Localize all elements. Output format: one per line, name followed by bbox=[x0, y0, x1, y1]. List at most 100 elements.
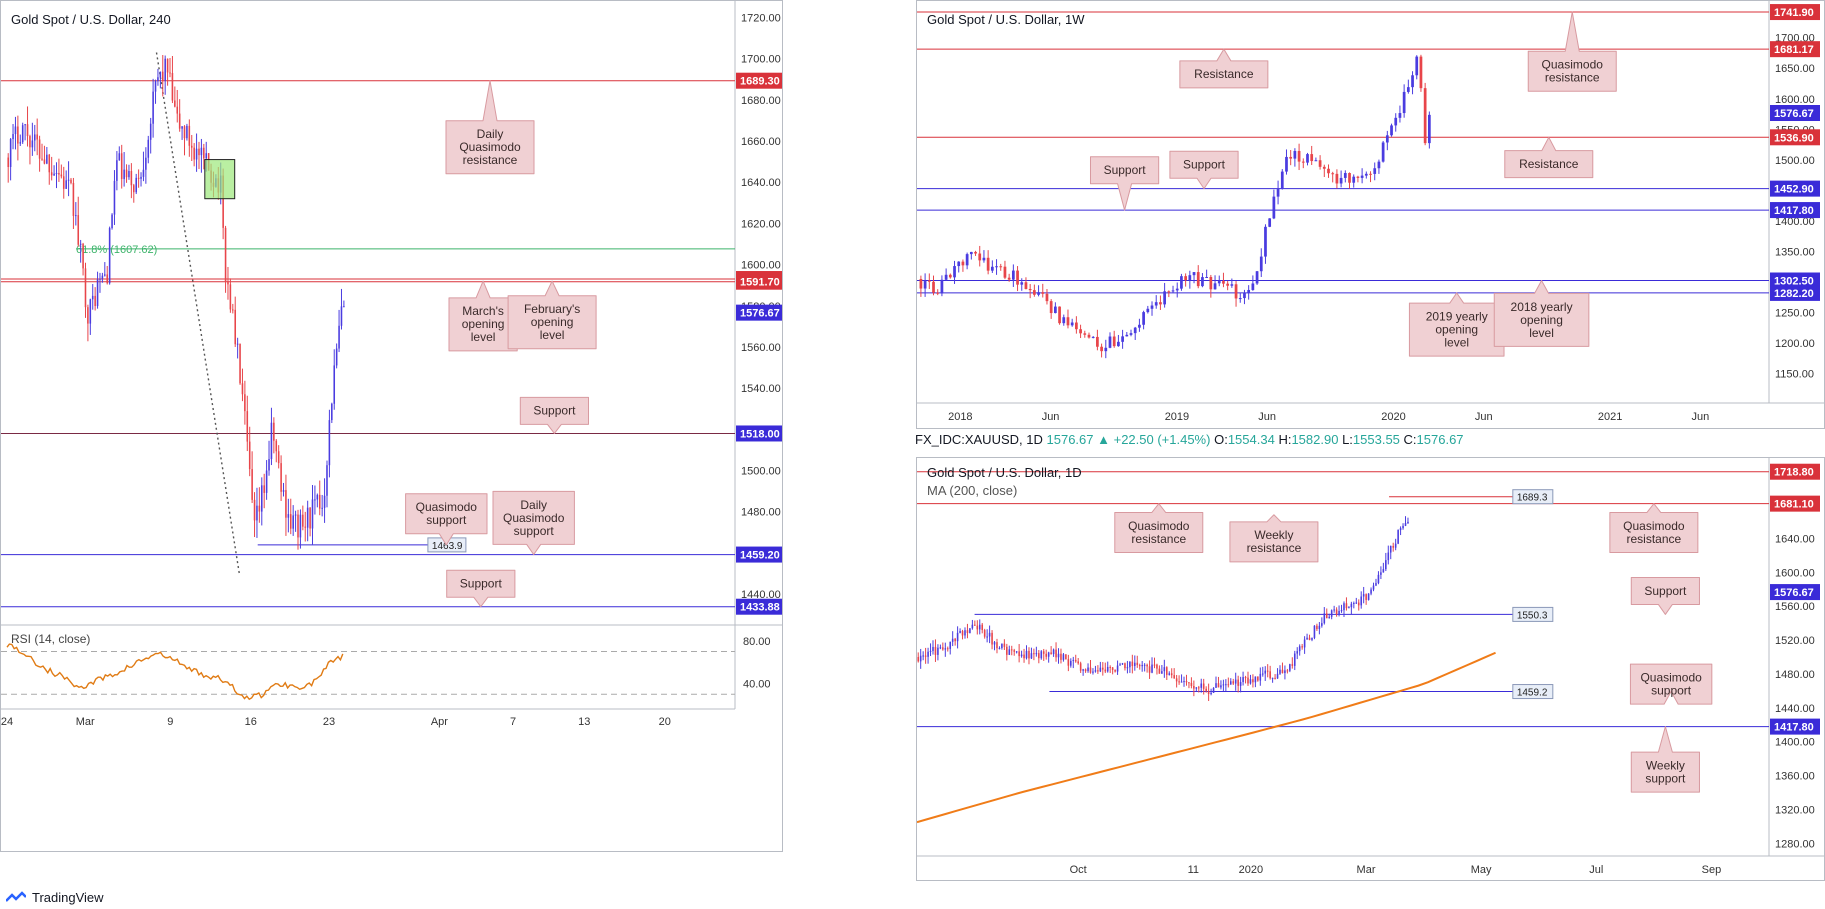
candle-up bbox=[116, 160, 118, 181]
candle-up bbox=[1213, 283, 1217, 290]
candle-up bbox=[1200, 683, 1203, 688]
candle-down bbox=[1033, 653, 1035, 655]
qm-support-tag: 1463.9 bbox=[432, 541, 463, 552]
candle-down bbox=[183, 126, 186, 139]
callout-text: Quasimodo bbox=[459, 140, 521, 154]
candle-down bbox=[190, 145, 193, 148]
candle-up bbox=[1251, 283, 1255, 290]
candle-up bbox=[1313, 625, 1316, 638]
candle-up bbox=[1296, 651, 1299, 654]
chart-canvas-4h[interactable]: 1440.001460.001480.001500.001520.001540.… bbox=[1, 1, 783, 852]
candle-up bbox=[1394, 543, 1397, 548]
candle-up bbox=[331, 403, 333, 421]
chart-panel-daily[interactable]: 1280.00 1320.00 1360.00 1400.00 1440.00 1480.… bbox=[916, 457, 1825, 881]
candle-up bbox=[270, 422, 273, 460]
candle-up bbox=[1387, 552, 1390, 561]
callout-text: Resistance bbox=[1519, 157, 1579, 171]
candle-down bbox=[1281, 669, 1284, 674]
candle-down bbox=[1266, 670, 1269, 672]
candle-up bbox=[1377, 161, 1381, 169]
candle-up bbox=[1306, 154, 1309, 163]
candle-down bbox=[77, 215, 80, 245]
y-tick-label: 1520.00 bbox=[1775, 635, 1815, 647]
chart-panel-4h[interactable]: 1440.001460.001480.001500.001520.001540.… bbox=[0, 0, 783, 852]
candle-up bbox=[1373, 168, 1377, 174]
candle-up bbox=[292, 515, 294, 529]
candle-up bbox=[1040, 651, 1043, 659]
candle-up bbox=[1314, 160, 1318, 162]
candle-up bbox=[333, 365, 336, 404]
candle-down bbox=[1096, 336, 1099, 347]
price-tag: 1452.90 bbox=[1774, 184, 1814, 196]
highlight-box bbox=[204, 159, 236, 200]
candle-up bbox=[1402, 525, 1404, 529]
candle-up bbox=[316, 494, 319, 500]
candle-up bbox=[1242, 677, 1244, 683]
y-tick-label: 1440.00 bbox=[1775, 703, 1815, 715]
candle-down bbox=[1356, 176, 1360, 178]
candle-up bbox=[12, 134, 14, 140]
callout-box bbox=[405, 493, 488, 546]
candle-up bbox=[978, 624, 981, 630]
candle-down bbox=[120, 153, 123, 179]
price-tag: 1417.80 bbox=[1774, 722, 1814, 734]
candle-up bbox=[1011, 270, 1015, 280]
x-tick-label: Jun bbox=[1692, 411, 1710, 423]
candle-down bbox=[1301, 161, 1305, 163]
candle-up bbox=[343, 306, 345, 308]
price-tag: 1718.80 bbox=[1774, 467, 1814, 479]
candle-down bbox=[7, 157, 9, 167]
callout-text: Support bbox=[1644, 584, 1687, 598]
callout-text: Support bbox=[460, 577, 503, 591]
candle-up bbox=[205, 153, 208, 159]
candle-down bbox=[1308, 637, 1311, 640]
candle-up bbox=[65, 180, 67, 189]
chart-title-weekly: Gold Spot / U.S. Dollar, 1W bbox=[927, 12, 1085, 27]
candle-down bbox=[43, 159, 46, 164]
tradingview-logo[interactable]: TradingView bbox=[6, 890, 104, 905]
candle-up bbox=[1280, 171, 1284, 190]
low-label: L: bbox=[1342, 432, 1353, 447]
rsi-label: RSI (14, close) bbox=[11, 632, 90, 646]
fib-label: 61.8% (1607.62) bbox=[76, 244, 157, 256]
candle-up bbox=[55, 172, 58, 174]
candle-down bbox=[1419, 56, 1423, 89]
candle-up bbox=[164, 58, 166, 81]
chart-canvas-weekly[interactable]: 1150.001200.001250.001300.001350.001400.… bbox=[917, 1, 1825, 429]
candle-down bbox=[1075, 322, 1078, 330]
ray-tag: 1459.2 bbox=[1517, 688, 1548, 699]
candle-down bbox=[178, 113, 181, 129]
x-tick-label: 16 bbox=[245, 716, 257, 728]
callout-text: level bbox=[1444, 336, 1469, 350]
candle-up bbox=[1091, 336, 1095, 338]
x-tick-label: May bbox=[1471, 864, 1492, 876]
candle-down bbox=[203, 147, 205, 159]
candle-up bbox=[1382, 569, 1385, 573]
candle-up bbox=[53, 173, 55, 176]
candle-down bbox=[1124, 663, 1126, 669]
candle-up bbox=[1195, 687, 1198, 689]
candle-down bbox=[1028, 288, 1032, 291]
candle-up bbox=[128, 171, 130, 178]
chart-canvas-daily[interactable]: 1280.00 1320.00 1360.00 1400.00 1440.00 1480.… bbox=[917, 458, 1825, 881]
candle-up bbox=[200, 147, 203, 156]
candle-up bbox=[1394, 117, 1398, 126]
candle-down bbox=[974, 624, 976, 626]
candle-up bbox=[1353, 602, 1355, 604]
candle-down bbox=[1423, 88, 1427, 144]
chart-panel-weekly[interactable]: 1150.001200.001250.001300.001350.001400.… bbox=[916, 0, 1825, 429]
candle-up bbox=[154, 81, 157, 92]
candle-up bbox=[1030, 653, 1033, 659]
candle-down bbox=[1237, 679, 1239, 686]
candle-up bbox=[1020, 654, 1023, 657]
candle-up bbox=[236, 343, 239, 345]
candle-down bbox=[17, 126, 19, 144]
callout-box bbox=[1169, 150, 1239, 190]
candle-up bbox=[123, 169, 125, 179]
callout-text: support bbox=[1645, 772, 1686, 786]
price-tag: 1282.20 bbox=[1774, 288, 1814, 300]
candle-up bbox=[195, 148, 198, 160]
candle-up bbox=[937, 647, 939, 655]
candle-down bbox=[1065, 654, 1067, 660]
candle-down bbox=[954, 638, 956, 642]
